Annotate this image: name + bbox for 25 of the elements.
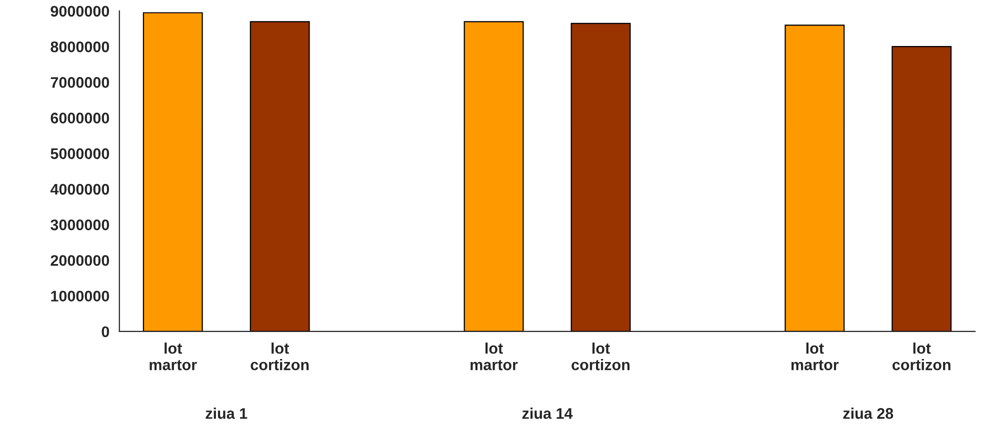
bar [250, 21, 310, 332]
bar [570, 22, 631, 332]
text: ziua 28 [843, 408, 894, 419]
bar [784, 24, 845, 332]
x-tick-label: lot martor [470, 342, 518, 370]
y-tick-label: 0 [102, 326, 110, 338]
x-tick-label: lot cortizon [572, 342, 630, 370]
y-tick-label: 6000000 [50, 112, 110, 124]
x-tick-label: lot cortizon [250, 342, 309, 370]
x-tick-label: lot cortizon [892, 342, 950, 370]
y-tick-label: 8000000 [50, 41, 110, 52]
x-tick-label: lot martor [150, 342, 197, 370]
y-tick-label: 9000000 [50, 6, 110, 17]
bar [892, 46, 952, 332]
y-tick-label: 3000000 [50, 219, 110, 230]
y-tick-label: 2000000 [50, 255, 110, 266]
y-tick-label: 7000000 [50, 77, 110, 88]
bar [464, 21, 524, 332]
y-tick-label: 4000000 [50, 184, 110, 195]
bar [142, 12, 203, 332]
x-tick-label: lot martor [791, 342, 839, 370]
y-tick-label: 1000000 [51, 290, 110, 302]
y-tick-label: 5000000 [50, 148, 110, 160]
text: ziua 1 [206, 408, 248, 419]
text: ziua 14 [522, 408, 573, 419]
